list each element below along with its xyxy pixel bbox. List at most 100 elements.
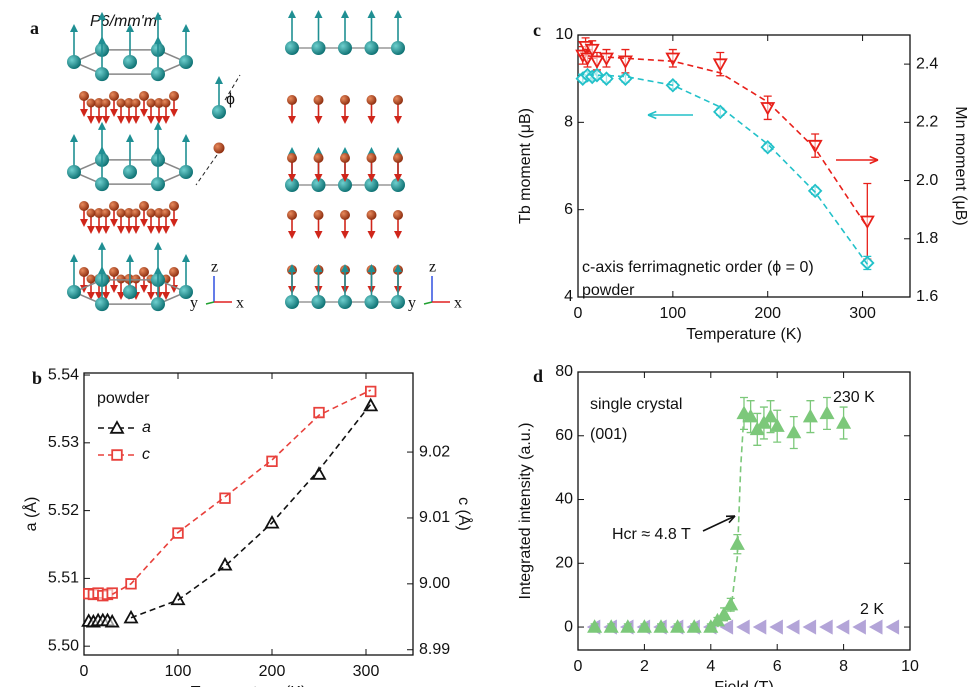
annotation: c-axis ferrimagnetic order (ϕ = 0) bbox=[582, 259, 814, 276]
mn-atom bbox=[154, 98, 164, 108]
x-tick-label: 8 bbox=[839, 658, 848, 675]
data-point bbox=[313, 406, 325, 419]
mn-atom bbox=[313, 95, 324, 105]
data-point bbox=[584, 43, 600, 58]
y2-tick-label: 9.02 bbox=[419, 443, 450, 460]
data-point bbox=[885, 619, 900, 635]
mn-atom bbox=[109, 201, 119, 211]
x-tick-label: 300 bbox=[849, 305, 876, 322]
y-tick-label: 8 bbox=[564, 114, 573, 131]
data-point bbox=[653, 619, 669, 633]
y-axis-label: a (Å) bbox=[21, 497, 40, 532]
x-tick-label: 6 bbox=[773, 658, 782, 675]
data-point bbox=[217, 556, 233, 571]
data-point bbox=[170, 591, 186, 606]
tb-atom bbox=[151, 67, 165, 82]
data-point bbox=[819, 405, 835, 420]
mn-atom bbox=[393, 95, 403, 105]
mn-atom bbox=[287, 95, 297, 105]
mn-atom bbox=[340, 210, 350, 220]
x-tick-label: 10 bbox=[901, 658, 919, 675]
mn-atom bbox=[86, 98, 96, 108]
mn-atom bbox=[161, 98, 171, 108]
mn-atom bbox=[131, 98, 141, 108]
tb-atom bbox=[391, 295, 405, 309]
data-point bbox=[852, 619, 866, 635]
mn-atom bbox=[161, 208, 171, 218]
mn-atom bbox=[287, 153, 297, 163]
y-tick-label: 0 bbox=[564, 618, 573, 635]
mn-atom bbox=[393, 210, 403, 220]
data-point bbox=[749, 421, 765, 436]
mn-atom bbox=[86, 274, 96, 284]
data-point bbox=[785, 619, 800, 635]
data-point bbox=[819, 619, 833, 635]
annotation: (001) bbox=[590, 426, 627, 443]
mn-atom bbox=[393, 153, 403, 163]
data-point bbox=[835, 619, 850, 635]
y-axis-label: Tb moment (μB) bbox=[517, 108, 534, 224]
arrow-head bbox=[725, 515, 736, 524]
y-axis-label: Integrated intensity (a.u.) bbox=[517, 423, 534, 600]
mn-atom bbox=[131, 274, 141, 284]
y2-tick-label: 9.00 bbox=[419, 575, 450, 592]
annotation: 230 K bbox=[833, 389, 875, 406]
axis-y bbox=[423, 301, 433, 305]
plot-frame bbox=[83, 372, 414, 656]
angle-label: ϕ bbox=[226, 91, 235, 108]
mn-atom bbox=[154, 208, 164, 218]
data-point bbox=[365, 385, 377, 398]
mn-atom bbox=[366, 95, 377, 105]
data-point bbox=[713, 104, 728, 120]
y-tick-label: 10 bbox=[555, 26, 573, 43]
tb-atom bbox=[311, 295, 326, 309]
y2-tick-label: 2.0 bbox=[916, 172, 938, 189]
legend-marker bbox=[109, 420, 125, 434]
mn-atom bbox=[94, 98, 104, 108]
y2-tick-label: 2.2 bbox=[916, 114, 938, 131]
tb-atom bbox=[67, 165, 81, 179]
plot-frame bbox=[577, 371, 911, 651]
tb-atom bbox=[95, 67, 109, 82]
arrow-head bbox=[869, 155, 879, 165]
mn-atom bbox=[79, 267, 89, 277]
data-point bbox=[760, 102, 776, 116]
annotation: Hcr ≈ 4.8 T bbox=[612, 526, 691, 543]
mn-atom bbox=[139, 267, 149, 277]
data-point bbox=[703, 619, 719, 633]
data-point bbox=[736, 619, 750, 635]
axis-name: y bbox=[408, 295, 416, 312]
data-point bbox=[807, 139, 823, 154]
y2-tick-label: 1.6 bbox=[916, 288, 938, 305]
mn-atom bbox=[169, 267, 179, 277]
dashed-guide bbox=[224, 74, 241, 101]
tb-atom bbox=[95, 177, 109, 192]
tb-atom bbox=[338, 295, 352, 309]
x-axis-label: Field (T) bbox=[714, 679, 774, 687]
y2-tick-label: 2.4 bbox=[916, 55, 938, 72]
mn-atom bbox=[366, 210, 377, 220]
data-point bbox=[807, 183, 823, 199]
tb-atom bbox=[179, 285, 193, 299]
arrow bbox=[702, 515, 736, 532]
y-tick-label: 20 bbox=[555, 555, 573, 572]
arrow-head bbox=[647, 110, 657, 120]
tb-atom bbox=[179, 165, 193, 179]
mn-atom bbox=[146, 208, 156, 218]
data-point bbox=[620, 619, 636, 633]
x-tick-label: 300 bbox=[353, 663, 380, 680]
x-axis-label: Temperature (K) bbox=[686, 326, 802, 343]
mn-atom bbox=[116, 208, 126, 218]
data-point bbox=[743, 408, 759, 423]
x-tick-label: 200 bbox=[754, 305, 781, 322]
tb-atom bbox=[285, 295, 299, 309]
panel-label: d bbox=[533, 366, 543, 386]
data-point bbox=[763, 408, 779, 423]
axis-name: y bbox=[190, 295, 198, 312]
mn-atom bbox=[116, 274, 126, 284]
data-point bbox=[786, 424, 802, 439]
y2-tick-label: 8.99 bbox=[419, 641, 450, 658]
panel-label: a bbox=[30, 18, 39, 38]
